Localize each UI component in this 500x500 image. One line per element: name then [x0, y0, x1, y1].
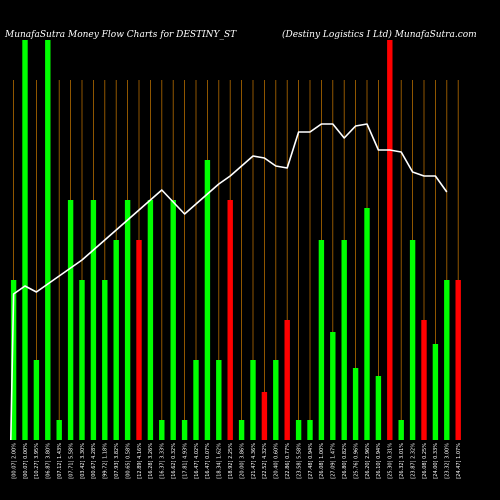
bar: [398, 420, 404, 440]
bar: [261, 392, 268, 440]
bar: [387, 40, 393, 440]
x-tick-label: [16.47] 0.07%: [205, 443, 211, 479]
money-flow-series-line: [10, 123, 448, 441]
x-tick-label: [23.32] 3.00%: [445, 443, 451, 479]
bar: [113, 240, 119, 440]
x-tick-label: [03.42] 3.30%: [80, 443, 86, 479]
x-tick-label: [20.00] 3.86%: [239, 443, 245, 479]
x-tick-label: [06.87] 3.80%: [46, 443, 52, 479]
bar: [79, 280, 85, 440]
x-tick-label: [22.52] 4.32%: [262, 443, 268, 479]
bar: [295, 420, 302, 440]
x-tick-label: [16.62] 0.32%: [171, 443, 177, 479]
bars: [10, 40, 461, 440]
bar: [409, 240, 416, 440]
bar: [284, 320, 290, 440]
bar: [421, 320, 427, 440]
bar: [455, 280, 461, 440]
x-tick-label: [25.30] 0.31%: [388, 443, 394, 479]
bar: [250, 360, 256, 440]
x-tick-label: [24.47] 1.07%: [456, 443, 462, 479]
x-tick-label: [25.76] 0.96%: [353, 443, 359, 479]
bar: [159, 420, 165, 440]
x-tick-label: [26.32] 3.01%: [399, 443, 405, 479]
bar: [56, 420, 62, 440]
x-tick-label: [00.07] 0.00%: [23, 443, 29, 479]
x-tick-label: [27.48] 0.94%: [308, 443, 314, 479]
x-tick-label: [24.00] 0.33%: [433, 443, 439, 479]
bar: [124, 200, 131, 440]
x-tick-label: [07.71] 5.58%: [68, 443, 74, 479]
bar: [10, 280, 17, 440]
x-tick-label: [17.81] 4.93%: [182, 443, 188, 479]
x-tick-label: [18.92] 2.25%: [228, 443, 234, 479]
x-tick-label: [16.28] 3.26%: [148, 443, 154, 479]
x-tick-label: [18.34] 1.62%: [217, 443, 223, 479]
bar: [45, 40, 51, 440]
x-tick-label: [16.37] 3.33%: [160, 443, 166, 479]
x-tick-label: [26.20] 2.96%: [365, 443, 371, 479]
x-tick-label: [23.87] 2.32%: [410, 443, 416, 479]
bar: [432, 344, 439, 440]
bar: [136, 240, 142, 440]
bar: [22, 40, 28, 440]
bar: [238, 420, 245, 440]
x-tick-label: [22.86] 0.77%: [285, 443, 291, 479]
bar: [330, 332, 336, 440]
bar: [90, 200, 97, 440]
money-flow-line: [10, 123, 448, 441]
x-tick-label: [27.09] 1.47%: [331, 443, 337, 479]
bar: [193, 360, 199, 440]
bar: [318, 240, 325, 440]
x-tick-label: [16.47] 4.02%: [194, 443, 200, 479]
x-tick-label: [26.80] 0.82%: [342, 443, 348, 479]
x-tick-label: [10.27] 3.95%: [34, 443, 40, 479]
bar: [273, 360, 279, 440]
bar: [364, 208, 370, 440]
bar: [444, 280, 450, 440]
bar: [170, 200, 176, 440]
x-tick-labels: [00.07] 2.00% [00.07] 0.00% [10.27] 3.95% […: [11, 443, 462, 479]
x-tick-label: [21.47] 4.36%: [251, 443, 257, 479]
x-tick-label: [23.58] 5.58%: [296, 443, 302, 479]
bar: [67, 200, 74, 440]
x-tick-label: [26.10] 0.94%: [376, 443, 382, 479]
bar: [147, 200, 154, 440]
bar: [352, 368, 359, 440]
x-tick-label: [00.65] 0.58%: [125, 443, 131, 479]
bar: [307, 420, 313, 440]
bar: [204, 160, 211, 440]
bar: [341, 240, 347, 440]
x-tick-label: [26.08] 0.25%: [422, 443, 428, 479]
bar: [33, 360, 40, 440]
bar: [216, 360, 222, 440]
bar: [102, 280, 108, 440]
x-tick-label: [26.08] 1.00%: [319, 443, 325, 479]
chart-title-left: MunafaSutra Money Flow Charts for DESTIN…: [4, 30, 237, 40]
x-tick-label: [12.89] 4.16%: [137, 443, 143, 479]
chart-title-right: (Destiny Logistics I Ltd) MunafaSutra.co…: [282, 29, 477, 40]
x-tick-label: [07.12] 1.43%: [57, 443, 63, 479]
x-tick-label: [00.07] 2.00%: [11, 443, 17, 479]
bar: [181, 420, 188, 440]
x-tick-label: [99.72] 1.18%: [103, 443, 109, 479]
x-tick-label: [20.40] 0.60%: [274, 443, 280, 479]
bar: [375, 376, 382, 440]
x-tick-label: [07.93] 3.82%: [114, 443, 120, 479]
x-tick-label: [00.67] 4.28%: [91, 443, 97, 479]
bar: [227, 200, 233, 440]
